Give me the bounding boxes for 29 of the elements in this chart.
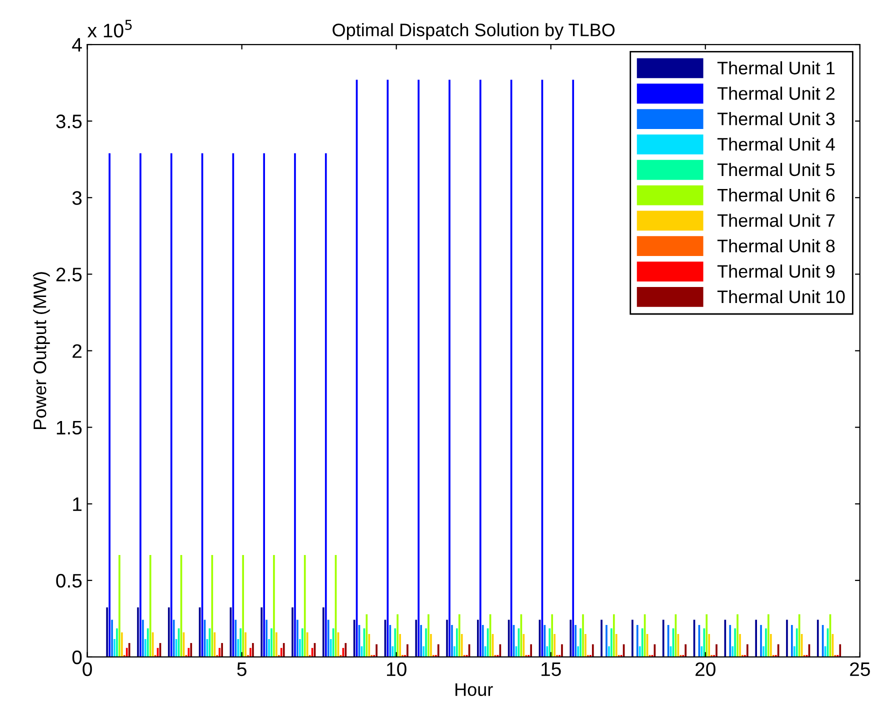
y-axis-title: Power Output (MW) bbox=[33, 272, 50, 430]
legend-label: Thermal Unit 4 bbox=[717, 137, 835, 151]
legend-label: Thermal Unit 1 bbox=[717, 61, 835, 74]
x-tick-label: 20 bbox=[696, 662, 716, 676]
x-tick-label: 25 bbox=[850, 662, 870, 676]
legend-label: Thermal Unit 10 bbox=[717, 290, 845, 304]
legend-label: Thermal Unit 2 bbox=[717, 86, 835, 100]
x-tick-label: 5 bbox=[237, 662, 246, 676]
legend-label: Thermal Unit 3 bbox=[717, 112, 835, 126]
y-tick-label: 3 bbox=[72, 191, 82, 205]
legend-label: Thermal Unit 8 bbox=[717, 239, 835, 252]
y-tick-label: 4 bbox=[72, 38, 82, 52]
legend-label: Thermal Unit 6 bbox=[717, 188, 835, 202]
text: x 10$^{5}$ bbox=[88, 20, 132, 38]
y-tick-label: 2.5 bbox=[56, 268, 82, 282]
y-tick-label: 2 bbox=[72, 344, 82, 358]
x-tick-label: 15 bbox=[542, 662, 561, 676]
legend-label: Thermal Unit 5 bbox=[717, 162, 835, 176]
x-axis-title: Hour bbox=[456, 683, 493, 696]
chart-title: Optimal Dispatch Solution by TLBO bbox=[332, 23, 615, 40]
y-tick-label: 1.5 bbox=[56, 420, 82, 435]
x-tick-label: 0 bbox=[82, 662, 92, 676]
y-tick-label: 1 bbox=[73, 498, 82, 511]
legend-label: Thermal Unit 7 bbox=[717, 214, 835, 227]
y-tick-label: 3.5 bbox=[56, 114, 82, 128]
x-tick-label: 10 bbox=[387, 662, 406, 676]
y-tick-label: 0.5 bbox=[56, 574, 82, 588]
legend-label: Thermal Unit 9 bbox=[717, 264, 835, 278]
y-tick-label: 0 bbox=[72, 650, 82, 664]
